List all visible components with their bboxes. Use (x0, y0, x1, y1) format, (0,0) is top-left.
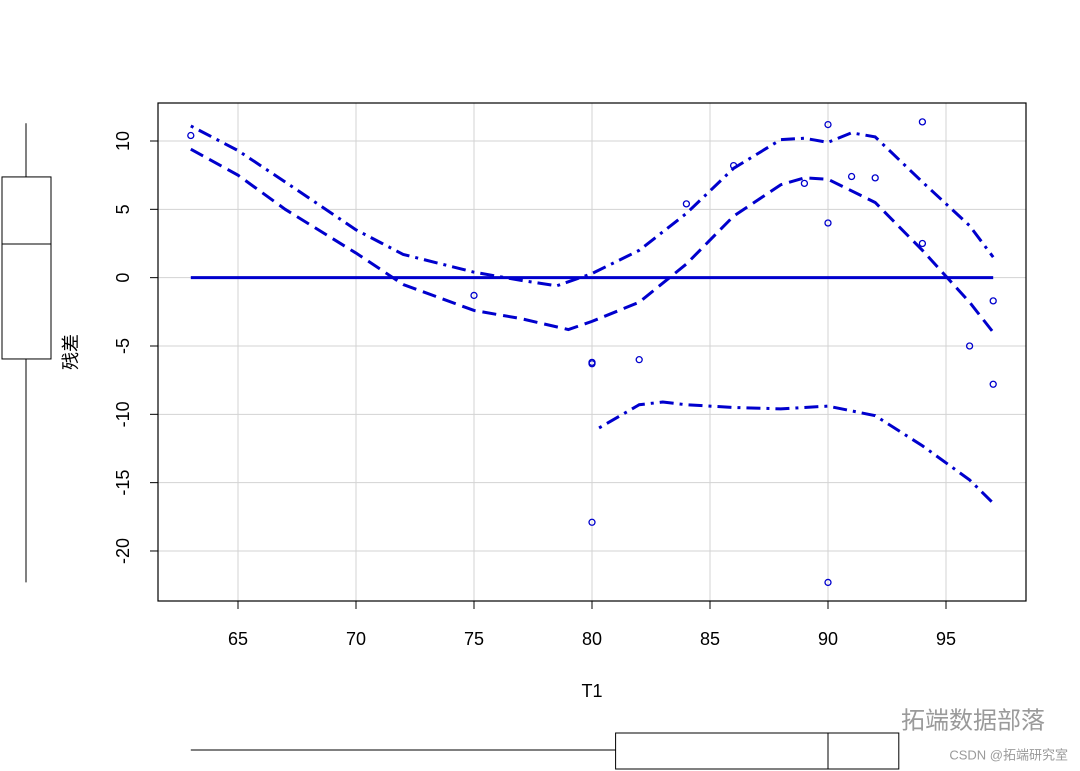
x-tick-label: 70 (346, 629, 366, 649)
point (588, 518, 596, 526)
x-tick-label: 75 (464, 629, 484, 649)
plot-frame (157, 102, 1027, 602)
y-tick-label: -10 (113, 401, 133, 427)
fit-line (190, 147, 995, 334)
point (918, 239, 927, 248)
y-tick-label: -5 (113, 338, 133, 354)
point (729, 161, 738, 170)
point (918, 118, 927, 126)
point (682, 200, 691, 208)
x-tick-label: 90 (818, 629, 838, 649)
point (824, 120, 832, 129)
point (847, 172, 856, 181)
y-axis-label: 残差 (61, 334, 81, 370)
y-tick-label: 5 (113, 204, 133, 214)
y-tick-label: 10 (113, 131, 133, 151)
fit-line (598, 400, 995, 505)
point (989, 297, 997, 305)
box (615, 732, 900, 770)
point (470, 291, 478, 300)
point (800, 179, 809, 188)
x-tick-label: 80 (582, 629, 602, 649)
watermark: CSDN @拓端研究室 (949, 747, 1068, 762)
x-tick-label: 65 (228, 629, 248, 649)
point (965, 342, 974, 350)
point (187, 131, 195, 140)
y-tick-label: -15 (113, 470, 133, 496)
point (824, 219, 832, 227)
y-tick-label: -20 (113, 538, 133, 564)
watermark: 拓端数据部落 (901, 707, 1045, 734)
point (989, 380, 997, 388)
point (824, 578, 832, 587)
point (871, 174, 879, 182)
x-axis-label: T1 (581, 681, 602, 701)
point (588, 360, 596, 368)
x-tick-label: 95 (936, 629, 956, 649)
fit-line (190, 124, 995, 288)
x-tick-label: 85 (700, 629, 720, 649)
point (635, 356, 643, 364)
y-tick-label: 0 (113, 273, 133, 283)
box (1, 176, 52, 360)
